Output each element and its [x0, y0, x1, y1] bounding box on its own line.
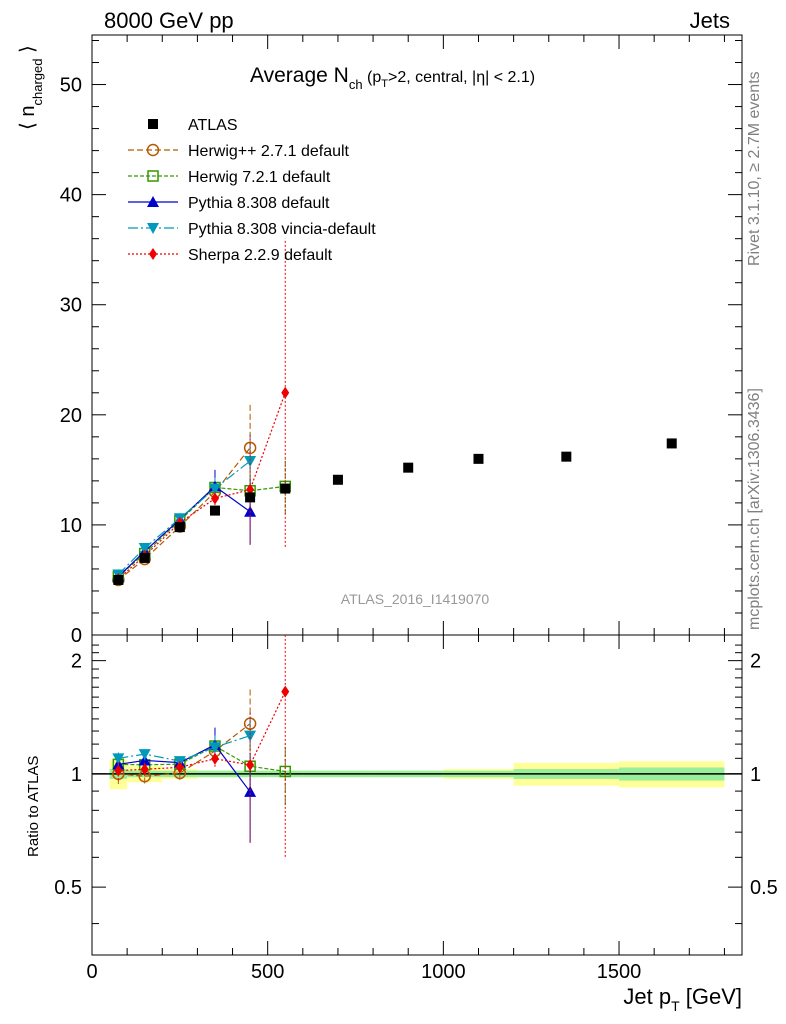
- y-tick-label: 10: [60, 515, 82, 537]
- legend-label-2: Pythia 8.308 default: [188, 195, 330, 212]
- legend-marker-4: [149, 248, 157, 260]
- y-tick-label: 50: [60, 75, 82, 97]
- y-tick-label: 20: [60, 405, 82, 427]
- series-3-ratio-point: [208, 742, 221, 754]
- legend-marker-0: [146, 143, 160, 157]
- data-point: [280, 483, 291, 494]
- data-point: [245, 492, 256, 503]
- x-tick-label: 0: [86, 961, 97, 983]
- series-4-ratio-point: [246, 758, 255, 771]
- analysis-id-label: ATLAS_2016_I1419070: [341, 591, 490, 607]
- series-4-ratio-point: [140, 763, 149, 776]
- series-0-point: [243, 441, 257, 455]
- series-2-ratio-point: [244, 785, 257, 797]
- series-3-ratio-point: [112, 753, 125, 765]
- legend-label-data: ATLAS: [188, 117, 238, 134]
- ratio-tick-label-right: 1: [750, 764, 761, 786]
- legend-label-4: Sherpa 2.2.9 default: [188, 247, 333, 264]
- data-point: [666, 438, 677, 449]
- chart-title: Average Nch (pT>2, central, |η| < 2.1): [250, 64, 535, 92]
- ratio-tick-label: 0.5: [54, 877, 82, 899]
- legend-label-0: Herwig++ 2.7.1 default: [188, 143, 350, 160]
- series-4-point: [210, 492, 219, 505]
- legend-marker-3: [147, 223, 159, 234]
- ratio-tick-label-right: 0.5: [750, 877, 778, 899]
- series-4-ratio-point: [114, 764, 123, 777]
- series-3-point: [244, 456, 257, 468]
- energy-label: 8000 GeV pp: [104, 8, 234, 33]
- data-point: [139, 552, 150, 563]
- ratio-tick-label-right: 2: [750, 651, 761, 673]
- legend-marker-1: [147, 170, 159, 182]
- legend-marker-data: [148, 119, 158, 129]
- data-point: [561, 451, 572, 462]
- category-label: Jets: [689, 8, 730, 33]
- data-point: [174, 522, 185, 533]
- ratio-axis-label: Ratio to ATLAS: [25, 756, 42, 857]
- y-tick-label: 30: [60, 295, 82, 317]
- series-3-point: [208, 483, 221, 495]
- y-tick-label: 40: [60, 185, 82, 207]
- legend-label-1: Herwig 7.2.1 default: [188, 169, 331, 186]
- y-tick-label: 0: [71, 625, 82, 647]
- series-4-ratio-point: [175, 761, 184, 774]
- data-point: [209, 505, 220, 516]
- series-4-ratio-point: [210, 752, 219, 765]
- series-3-ratio-point: [138, 749, 151, 761]
- data-point: [332, 474, 343, 485]
- series-0-ratio-line: [118, 723, 251, 777]
- series-3-line: [117, 460, 251, 575]
- series-4-ratio-line: [118, 691, 286, 772]
- data-point: [473, 453, 484, 464]
- data-point: [403, 462, 414, 473]
- series-4-ratio-point: [281, 685, 290, 698]
- series-3-ratio-point: [244, 730, 257, 742]
- ratio-tick-label: 1: [71, 764, 82, 786]
- data-point: [113, 574, 124, 585]
- series-4-point: [281, 386, 290, 399]
- x-tick-label: 1000: [421, 961, 466, 983]
- series-3-point: [138, 543, 151, 555]
- x-tick-label: 1500: [597, 961, 642, 983]
- y-axis-label: ⟨ ncharged ⟩: [17, 45, 45, 130]
- legend-label-3: Pythia 8.308 vincia-default: [188, 221, 376, 238]
- x-axis-label: Jet pT [GeV]: [623, 984, 742, 1014]
- x-tick-label: 500: [251, 961, 284, 983]
- ratio-tick-label: 2: [71, 651, 82, 673]
- ratio-plot-frame: [91, 634, 743, 956]
- legend-marker-2: [147, 196, 159, 207]
